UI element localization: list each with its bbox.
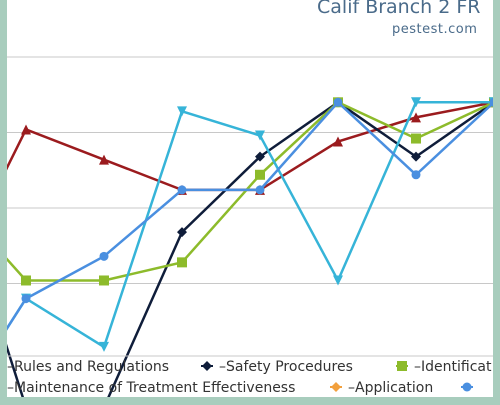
point-2-3	[177, 257, 187, 267]
point-2-1	[21, 275, 31, 285]
point-5-3	[178, 185, 187, 194]
point-3-2	[99, 342, 109, 352]
legend-label-3: –Maintenance of Treatment Effectiveness	[7, 380, 295, 396]
point-5-4	[256, 185, 265, 194]
legend-marker-2	[397, 361, 407, 371]
series-line-1	[7, 102, 493, 397]
point-0-1	[21, 124, 31, 134]
point-5-6	[412, 170, 421, 179]
legend-marker-5	[463, 383, 472, 392]
legend-label-2: –Identificat	[414, 359, 492, 375]
chart-subtitle: pestest.com	[392, 22, 477, 37]
legend-label-1: –Safety Procedures	[219, 359, 353, 375]
chart-title: Calif Branch 2 FR	[317, 0, 481, 18]
point-5-2	[100, 252, 109, 261]
point-0-2	[99, 155, 109, 165]
point-2-2	[99, 275, 109, 285]
series-line-0	[7, 102, 493, 190]
legend-label-0: –Rules and Regulations	[7, 359, 169, 375]
series-line-2	[7, 102, 493, 280]
chart-frame: –Rules and Regulations –Safety Procedures…	[7, 0, 493, 397]
point-2-4	[255, 170, 265, 180]
line-chart: –Rules and Regulations –Safety Procedures…	[7, 0, 493, 397]
legend-label-4: –Application	[348, 380, 433, 396]
legend-marker-4	[331, 382, 341, 392]
point-2-6	[411, 134, 421, 144]
point-5-1	[22, 294, 31, 303]
legend-marker-1	[202, 361, 212, 371]
point-5-5	[334, 98, 343, 107]
